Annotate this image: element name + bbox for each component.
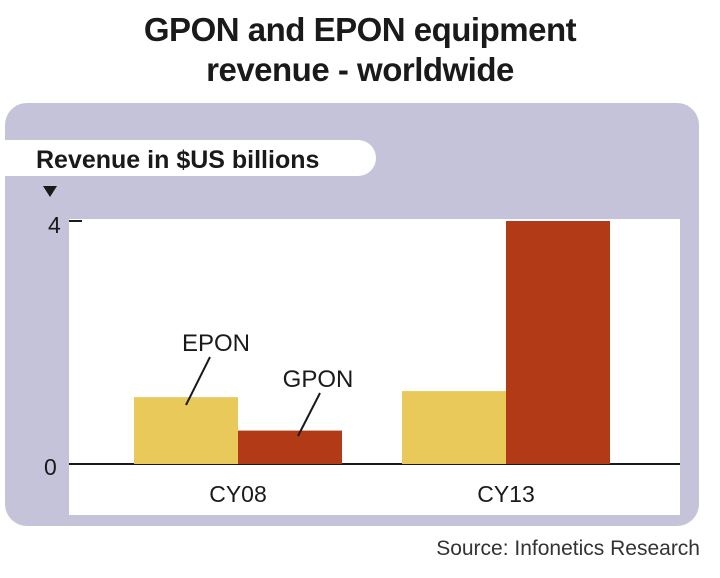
annotation-epon: EPON [182,330,250,357]
bar-gpon-cy13 [506,221,610,464]
bar-gpon-cy08 [238,430,342,464]
bar-epon-cy13 [402,391,506,464]
x-tick-label-cy08: CY08 [209,481,267,507]
chart-title-line-2: revenue - worldwide [206,51,514,88]
annotation-gpon-leader [297,392,321,437]
y-axis-arrow-icon [43,186,57,197]
ylabel-tab [5,140,376,176]
chart-title-line-1: GPON and EPON equipment [143,11,577,48]
bar-epon-cy08 [134,397,238,464]
y-axis-label: Revenue in $US billions [36,146,319,174]
y-tick-label-4: 4 [48,212,61,238]
chart-title: GPON and EPON equipment revenue - worldw… [0,10,720,90]
annotation-epon-leader [185,356,211,406]
y-tick-label-0: 0 [44,454,57,480]
x-tick-label-cy13: CY13 [477,481,535,507]
annotation-gpon: GPON [283,366,354,393]
bars-group [134,221,610,464]
source-note: Source: Infonetics Research [436,537,700,560]
